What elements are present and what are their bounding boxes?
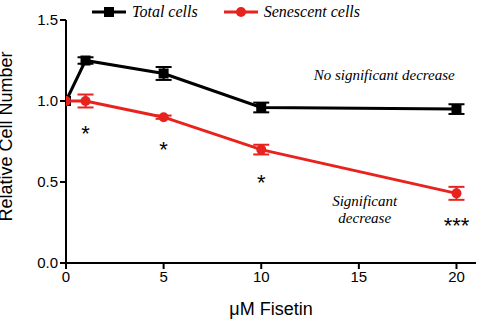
svg-text:1.0: 1.0 — [37, 92, 58, 109]
svg-text:0.0: 0.0 — [37, 254, 58, 271]
svg-text:1.5: 1.5 — [37, 11, 58, 28]
svg-text:5: 5 — [159, 268, 167, 285]
html-text:Senescent cells: Senescent cells — [263, 3, 360, 20]
svg-text:Significantdecrease: Significantdecrease — [332, 193, 398, 226]
svg-text:0: 0 — [62, 268, 70, 285]
svg-text:Relative Cell Number: Relative Cell Number — [8, 51, 16, 221]
html-text:Total cells: Total cells — [132, 3, 198, 20]
svg-text:*: * — [159, 137, 168, 162]
svg-text:10: 10 — [253, 268, 270, 285]
svg-text:*: * — [81, 121, 90, 146]
svg-text:15: 15 — [351, 268, 368, 285]
svg-text:20: 20 — [448, 268, 465, 285]
svg-text:*: * — [257, 170, 266, 195]
svg-text:No significant decrease: No significant decrease — [313, 67, 455, 83]
svg-text:μM Fisetin: μM Fisetin — [229, 299, 312, 319]
svg-text:***: *** — [444, 213, 470, 238]
svg-text:0.5: 0.5 — [37, 173, 58, 190]
